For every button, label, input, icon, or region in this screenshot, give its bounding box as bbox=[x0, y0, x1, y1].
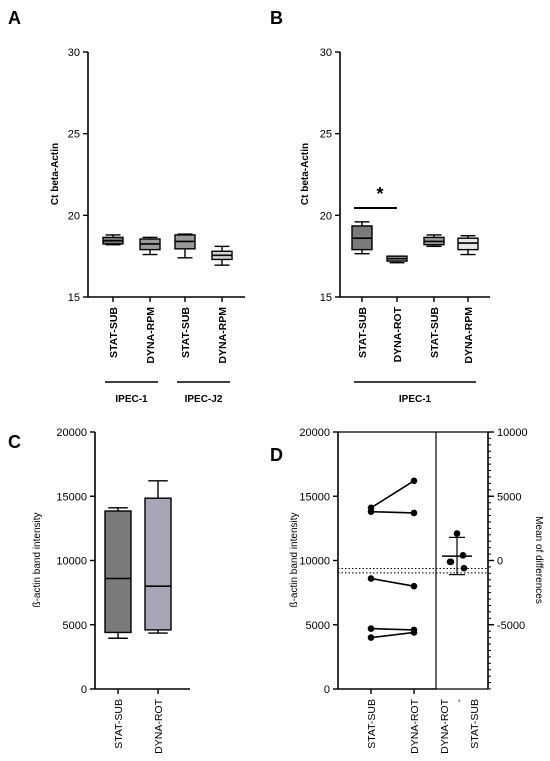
panel-d-difference-label-top: DYNA-ROT bbox=[439, 698, 451, 753]
panel-d-reference-lines bbox=[338, 567, 488, 574]
panel-c-tick-label: 0 bbox=[81, 684, 87, 696]
panel-d-paired-lines bbox=[367, 477, 418, 641]
panel-b-boxes bbox=[351, 221, 479, 264]
panel-a-category-label: DYNA-RPM bbox=[217, 307, 229, 364]
significance-star: * bbox=[376, 184, 383, 204]
panel-d-stat-sub-point bbox=[367, 575, 375, 582]
panel-d-right-ticks: -5000 0 5000 10000 bbox=[488, 427, 528, 690]
panel-c-chart: ß-actin band intensity 0 5000 10000 15000 20… bbox=[32, 427, 190, 754]
panel-c-tick-label: 20000 bbox=[56, 427, 87, 439]
panel-a-group-label: IPEC-1 bbox=[115, 394, 148, 405]
panel-d-tick-label: 20000 bbox=[299, 427, 330, 439]
panel-a-category-label: STAT-SUB bbox=[180, 307, 192, 358]
panel-c-tick-label: 5000 bbox=[63, 620, 87, 632]
panel-c-category-label: DYNA-ROT bbox=[153, 698, 165, 753]
panel-b-tick-label: 30 bbox=[320, 47, 332, 59]
panel-d-difference-point bbox=[453, 530, 461, 537]
panel-d-right-tick-label: 5000 bbox=[497, 491, 521, 503]
panel-label-b: B bbox=[270, 8, 283, 28]
panel-c-categories: STAT-SUB DYNA-ROT bbox=[113, 689, 165, 754]
panel-d-categories: STAT-SUB DYNA-ROT DYNA-ROT - STAT-SUB bbox=[366, 689, 481, 754]
panel-d-difference-label-bottom: STAT-SUB bbox=[469, 699, 481, 749]
panel-d-difference-point bbox=[460, 564, 468, 572]
panel-d-right-y-label: Mean of differences bbox=[533, 516, 544, 604]
panel-d-stat-sub-point bbox=[367, 508, 375, 515]
panel-b-tick-label: 20 bbox=[320, 210, 332, 222]
panel-d-tick-label: 10000 bbox=[299, 556, 330, 568]
panel-d-dyna-rot-point bbox=[410, 509, 418, 517]
panel-d-pair-line bbox=[370, 510, 415, 514]
panel-d-dyna-rot-point bbox=[410, 477, 418, 485]
panel-d-tick-label: 15000 bbox=[299, 491, 330, 503]
panel-d-category-label: STAT-SUB bbox=[366, 699, 378, 749]
panel-a-tick-label: 20 bbox=[68, 210, 80, 222]
panel-b-y-label: Ct beta-Actin bbox=[300, 143, 311, 205]
panel-b-category-label: DYNA-RPM bbox=[463, 307, 475, 364]
panel-b-groups: IPEC-1 bbox=[354, 381, 476, 405]
panel-a-boxes bbox=[102, 233, 233, 266]
panel-a-groups: IPEC-1 IPEC-J2 bbox=[105, 381, 230, 405]
panel-d-right-tick-label: 0 bbox=[497, 556, 503, 568]
panel-c-category-label: STAT-SUB bbox=[113, 699, 125, 749]
panel-d-differences bbox=[442, 530, 472, 576]
panel-a-tick-label: 30 bbox=[68, 47, 80, 59]
panel-d-tick-label: 5000 bbox=[306, 620, 330, 632]
panel-label-d: D bbox=[270, 445, 283, 465]
panel-d-dyna-rot-point bbox=[410, 582, 418, 590]
panel-d-pair-line bbox=[370, 577, 415, 587]
panel-d-pair-line bbox=[370, 480, 415, 509]
panel-a-tick-label: 15 bbox=[68, 292, 80, 304]
panel-label-a: A bbox=[8, 8, 21, 28]
panel-a-y-label: Ct beta-Actin bbox=[50, 143, 61, 205]
panel-a-group-label: IPEC-J2 bbox=[185, 394, 223, 405]
panel-c-tick-label: 15000 bbox=[56, 491, 87, 503]
panel-c-y-label: ß-actin band intensity bbox=[32, 512, 43, 607]
panel-b-category-label: DYNA-ROT bbox=[392, 306, 404, 362]
panel-b-y-ticks: 15 20 25 30 bbox=[320, 47, 340, 304]
panel-d-difference-label-dash: - bbox=[453, 699, 465, 703]
panel-d-difference-point bbox=[459, 552, 467, 559]
panel-d-pair-line bbox=[370, 631, 415, 639]
panel-d-tick-label: 0 bbox=[324, 684, 330, 696]
panel-d-dyna-rot-point bbox=[410, 629, 418, 636]
panel-b-tick-label: 15 bbox=[320, 292, 332, 304]
panel-c-y-ticks: 0 5000 10000 15000 20000 bbox=[56, 427, 95, 696]
panel-d-difference-point bbox=[447, 558, 455, 566]
panel-d-right-tick-label: -5000 bbox=[497, 620, 525, 632]
panel-b-box bbox=[457, 237, 479, 251]
panel-c-tick-label: 10000 bbox=[56, 556, 87, 568]
panel-d-y-ticks: 0 5000 10000 15000 20000 bbox=[299, 427, 338, 696]
panel-a-tick-label: 25 bbox=[68, 129, 80, 141]
panel-b-category-label: STAT-SUB bbox=[357, 307, 369, 358]
panel-b-categories: STAT-SUB DYNA-ROT STAT-SUB DYNA-RPM bbox=[357, 297, 475, 364]
panel-b-category-label: STAT-SUB bbox=[429, 307, 441, 358]
panel-a-category-label: STAT-SUB bbox=[108, 307, 120, 358]
panel-a-y-ticks: 15 20 25 30 bbox=[68, 47, 88, 304]
panel-d-category-label: DYNA-ROT bbox=[409, 698, 421, 753]
panel-b-group-label: IPEC-1 bbox=[399, 394, 432, 405]
panel-d-stat-sub-point bbox=[367, 634, 375, 641]
panel-d-pair-line bbox=[370, 627, 415, 631]
panel-c-boxes bbox=[104, 480, 172, 639]
panel-a-category-label: DYNA-RPM bbox=[145, 307, 157, 364]
panel-c-box bbox=[144, 497, 172, 631]
panel-label-c: C bbox=[8, 432, 21, 452]
panel-d-stat-sub-point bbox=[367, 625, 375, 632]
panel-d-right-tick-label: 10000 bbox=[497, 427, 528, 439]
panel-d-y-label: ß-actin band intensity bbox=[289, 512, 300, 607]
panel-a-categories: STAT-SUB DYNA-RPM STAT-SUB DYNA-RPM bbox=[108, 297, 229, 364]
panel-b-tick-label: 25 bbox=[320, 129, 332, 141]
panel-c-box bbox=[104, 510, 132, 634]
panel-d-chart: ß-actin band intensity Mean of differenc… bbox=[289, 427, 544, 754]
